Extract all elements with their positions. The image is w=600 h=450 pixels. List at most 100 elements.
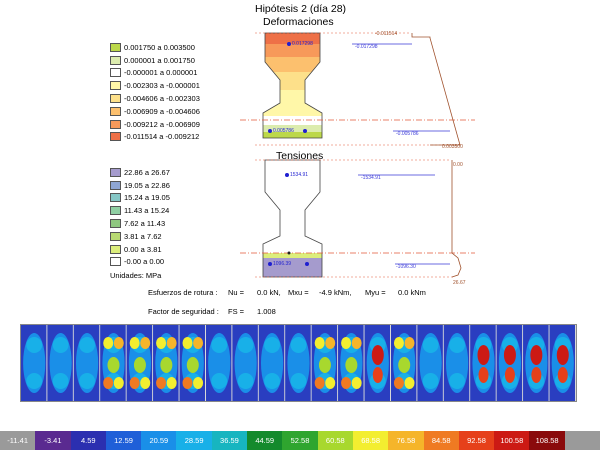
deform-bottom-right-point (303, 129, 307, 133)
scale-cell: 28.59 (176, 431, 212, 450)
scale-cell: 76.58 (388, 431, 424, 450)
deform-legend-item: -0.000001 a 0.000001 (110, 67, 200, 80)
stress-bottom-label: 26.67 (453, 280, 466, 286)
deform-legend-label: -0.009212 a -0.006909 (124, 119, 200, 129)
tension-legend-label: -0.00 a 0.00 (124, 257, 165, 267)
deform-bottom-point-label: 0.005786 (273, 128, 294, 134)
tension-bottom-point-label: 1096.39 (273, 261, 291, 267)
tension-legend-swatch (110, 193, 121, 203)
deform-legend-swatch (110, 42, 121, 52)
scale-cell: 12.59 (105, 431, 142, 450)
stress-contour-strip (20, 324, 577, 402)
deform-legend-label: -0.002303 a -0.000001 (124, 81, 200, 91)
contour-panel (311, 325, 339, 401)
contour-panel (232, 325, 259, 401)
scale-cell: 100.58 (494, 431, 530, 450)
deform-legend-item: -0.004606 a -0.002303 (110, 92, 200, 105)
fs-value: 1.008 (257, 307, 276, 316)
myu-label: Myu = (365, 288, 386, 297)
contour-panel (443, 325, 471, 401)
tension-legend-swatch (110, 257, 121, 267)
tension-centroid-point (287, 251, 291, 255)
tension-legend-label: 15.24 a 19.05 (124, 193, 170, 203)
tension-legend-item: 7.62 a 11.43 (110, 217, 170, 230)
deform-legend-swatch (110, 119, 121, 129)
contour-panel (126, 325, 154, 401)
tension-legend-item: 15.24 a 19.05 (110, 192, 170, 205)
contour-panel (285, 325, 312, 401)
tension-legend-item: 19.05 a 22.86 (110, 179, 170, 192)
scale-cell: 20.59 (141, 431, 177, 450)
mxu-label: Mxu = (288, 288, 309, 297)
tension-legend-label: 3.81 a 7.62 (124, 231, 162, 241)
deformations-legend: 0.001750 a 0.003500 0.000001 a 0.001750 -0… (110, 41, 200, 143)
nu-value: 0.0 kN, (257, 288, 281, 297)
deform-legend-label: 0.000001 a 0.001750 (124, 55, 195, 65)
strain-top-label: -0.011514 (375, 31, 397, 37)
scale-cell: 92.58 (458, 431, 495, 450)
scale-cell: -3.41 (35, 431, 71, 450)
scale-cell: 44.59 (247, 431, 283, 450)
tensions-title: Tensiones (276, 150, 324, 162)
deform-legend-item: 0.001750 a 0.003500 (110, 41, 200, 54)
contour-panel (417, 325, 444, 401)
contour-panel (364, 325, 391, 401)
deform-bottom-left-point (268, 129, 272, 133)
tension-legend-item: -0.00 a 0.00 (110, 256, 170, 269)
forces-label: Esfuerzos de rotura : (148, 288, 218, 297)
scale-cell: 68.58 (352, 431, 389, 450)
contour-panel (523, 325, 550, 401)
tension-legend-item: 0.00 a 3.81 (110, 243, 170, 256)
scale-cell: 4.59 (70, 431, 106, 450)
deform-legend-swatch (110, 94, 121, 104)
deform-legend-swatch (110, 106, 121, 116)
tension-legend-item: 22.86 a 26.67 (110, 166, 170, 179)
contour-panel (100, 325, 127, 401)
deform-legend-item: 0.000001 a 0.001750 (110, 54, 200, 67)
scale-cell (564, 431, 600, 450)
tensions-legend: 22.86 a 26.67 19.05 a 22.86 15.24 a 19.05 1… (110, 166, 170, 268)
scale-cell: 108.58 (529, 431, 565, 450)
contour-panel (153, 325, 180, 401)
deform-legend-swatch (110, 55, 121, 65)
tension-legend-item: 3.81 a 7.62 (110, 230, 170, 243)
stress-top-label: 0.00 (453, 162, 463, 168)
tension-top-point-label: 1534.91 (290, 172, 308, 178)
scale-cell: 60.58 (317, 431, 353, 450)
tension-legend-item: 11.43 a 15.24 (110, 204, 170, 217)
tension-bottom-right-point (305, 262, 309, 266)
tension-legend-swatch (110, 167, 121, 177)
scale-cell: 52.58 (282, 431, 318, 450)
contour-panel (179, 325, 206, 401)
nu-label: Nu = (228, 288, 245, 297)
deformations-title: Deformaciones (263, 16, 334, 28)
strain-bottom-label: 0.003500 (442, 144, 463, 150)
tension-legend-swatch (110, 244, 121, 254)
contour-panel (391, 325, 418, 401)
tension-legend-label: 19.05 a 22.86 (124, 180, 170, 190)
color-scale-bar: -11.41 -3.41 4.59 12.59 20.59 28.59 36.59 44.59… (0, 431, 600, 450)
deform-legend-swatch (110, 132, 121, 142)
deform-top-point (287, 42, 291, 46)
mxu-value: -4.9 kNm, (319, 288, 352, 297)
tension-section-outline (262, 159, 323, 278)
deform-legend-label: 0.001750 a 0.003500 (124, 42, 195, 52)
scale-cell: 84.58 (423, 431, 459, 450)
tension-legend-swatch (110, 231, 121, 241)
page-title: Hipótesis 2 (día 28) (255, 3, 347, 15)
myu-value: 0.0 kNm (398, 288, 426, 297)
contour-panel (258, 325, 286, 401)
tension-legend-label: 7.62 a 11.43 (124, 219, 166, 229)
scale-cell: 36.59 (211, 431, 248, 450)
deform-legend-label: -0.006909 a -0.004606 (124, 106, 200, 116)
deform-legend-item: -0.002303 a -0.000001 (110, 79, 200, 92)
deform-legend-item: -0.011514 a -0.009212 (110, 131, 200, 144)
strain-diagram (411, 33, 461, 146)
tension-legend-swatch (110, 206, 121, 216)
contour-panel (206, 325, 233, 401)
contour-panel (470, 325, 497, 401)
stress-diagram (451, 160, 462, 278)
deform-top-value-label: -0.017298 (355, 44, 378, 50)
contour-panel (338, 325, 365, 401)
